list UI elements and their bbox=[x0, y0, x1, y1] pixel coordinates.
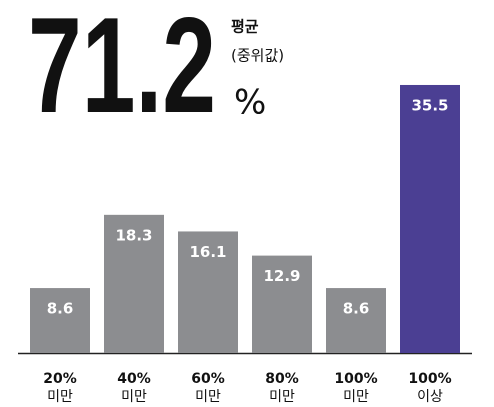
x-tick-label: 미만 bbox=[195, 389, 221, 405]
headline-value: 71.2 bbox=[28, 0, 216, 141]
value-label: 18.3 bbox=[115, 226, 152, 244]
value-label: 8.6 bbox=[47, 300, 74, 318]
x-tick-label: 미만 bbox=[121, 389, 147, 405]
value-label: 12.9 bbox=[263, 267, 300, 285]
x-tick-label: 100% bbox=[408, 371, 451, 387]
headline-sublabel: (중위값) bbox=[231, 47, 284, 65]
value-label: 35.5 bbox=[411, 96, 448, 114]
x-tick-label: 미만 bbox=[47, 389, 73, 405]
x-tick-label: 60% bbox=[191, 371, 225, 387]
x-tick-label: 100% bbox=[334, 371, 377, 387]
bar bbox=[400, 84, 460, 353]
x-tick-label: 미만 bbox=[343, 389, 369, 405]
x-tick-label: 20% bbox=[43, 371, 77, 387]
x-tick-label: 미만 bbox=[269, 389, 295, 405]
x-tick-label: 80% bbox=[265, 371, 299, 387]
value-label: 16.1 bbox=[189, 243, 226, 261]
bar bbox=[326, 288, 386, 353]
bar bbox=[104, 214, 164, 353]
headline-unit: % bbox=[234, 83, 266, 123]
bar bbox=[252, 255, 312, 353]
bar bbox=[30, 288, 90, 353]
x-tick-label: 이상 bbox=[417, 389, 443, 405]
x-tick-label: 40% bbox=[117, 371, 151, 387]
value-label: 8.6 bbox=[343, 300, 370, 318]
headline-label: 평균 bbox=[231, 18, 259, 36]
bar bbox=[178, 231, 238, 353]
